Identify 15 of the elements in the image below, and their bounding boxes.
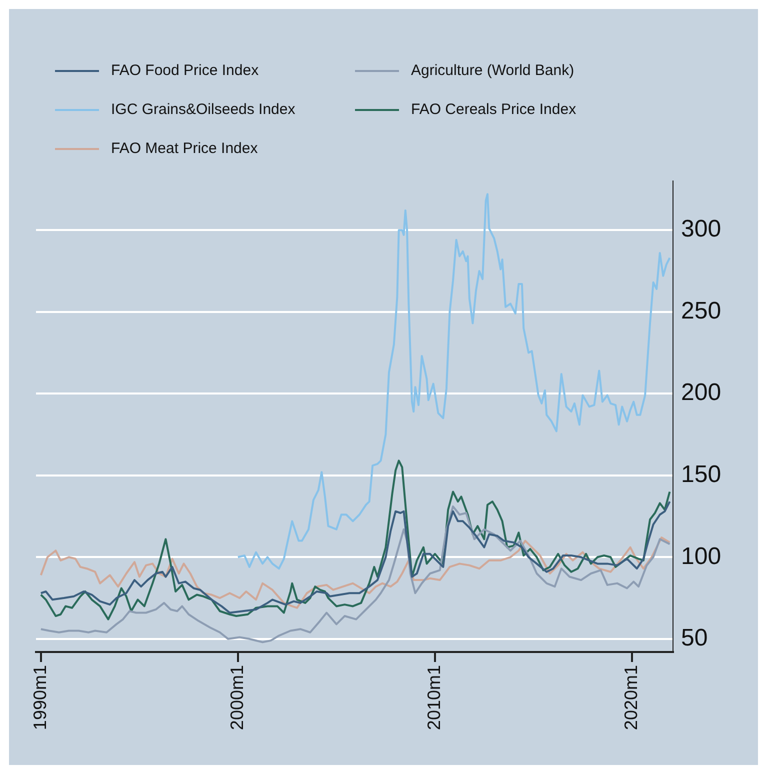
x-tick-label: 2000m1 [226,665,247,730]
legend-label: FAO Cereals Price Index [411,101,576,118]
legend-label: IGC Grains&Oilseeds Index [111,101,296,118]
legend-label: Agriculture (World Bank) [411,62,574,79]
y-tick-label: 250 [681,297,722,324]
x-tick-label: 2020m1 [620,665,641,730]
x-tick-label: 2010m1 [424,665,444,730]
y-tick-label: 150 [681,461,722,488]
y-tick-label: 300 [681,216,722,243]
y-tick-label: 50 [681,624,708,652]
legend-label: FAO Meat Price Index [111,140,258,157]
y-tick-label: 200 [681,379,722,406]
x-tick-label: 1990m1 [30,665,50,730]
y-tick-label: 100 [681,542,722,570]
legend-label: FAO Food Price Index [111,62,259,79]
